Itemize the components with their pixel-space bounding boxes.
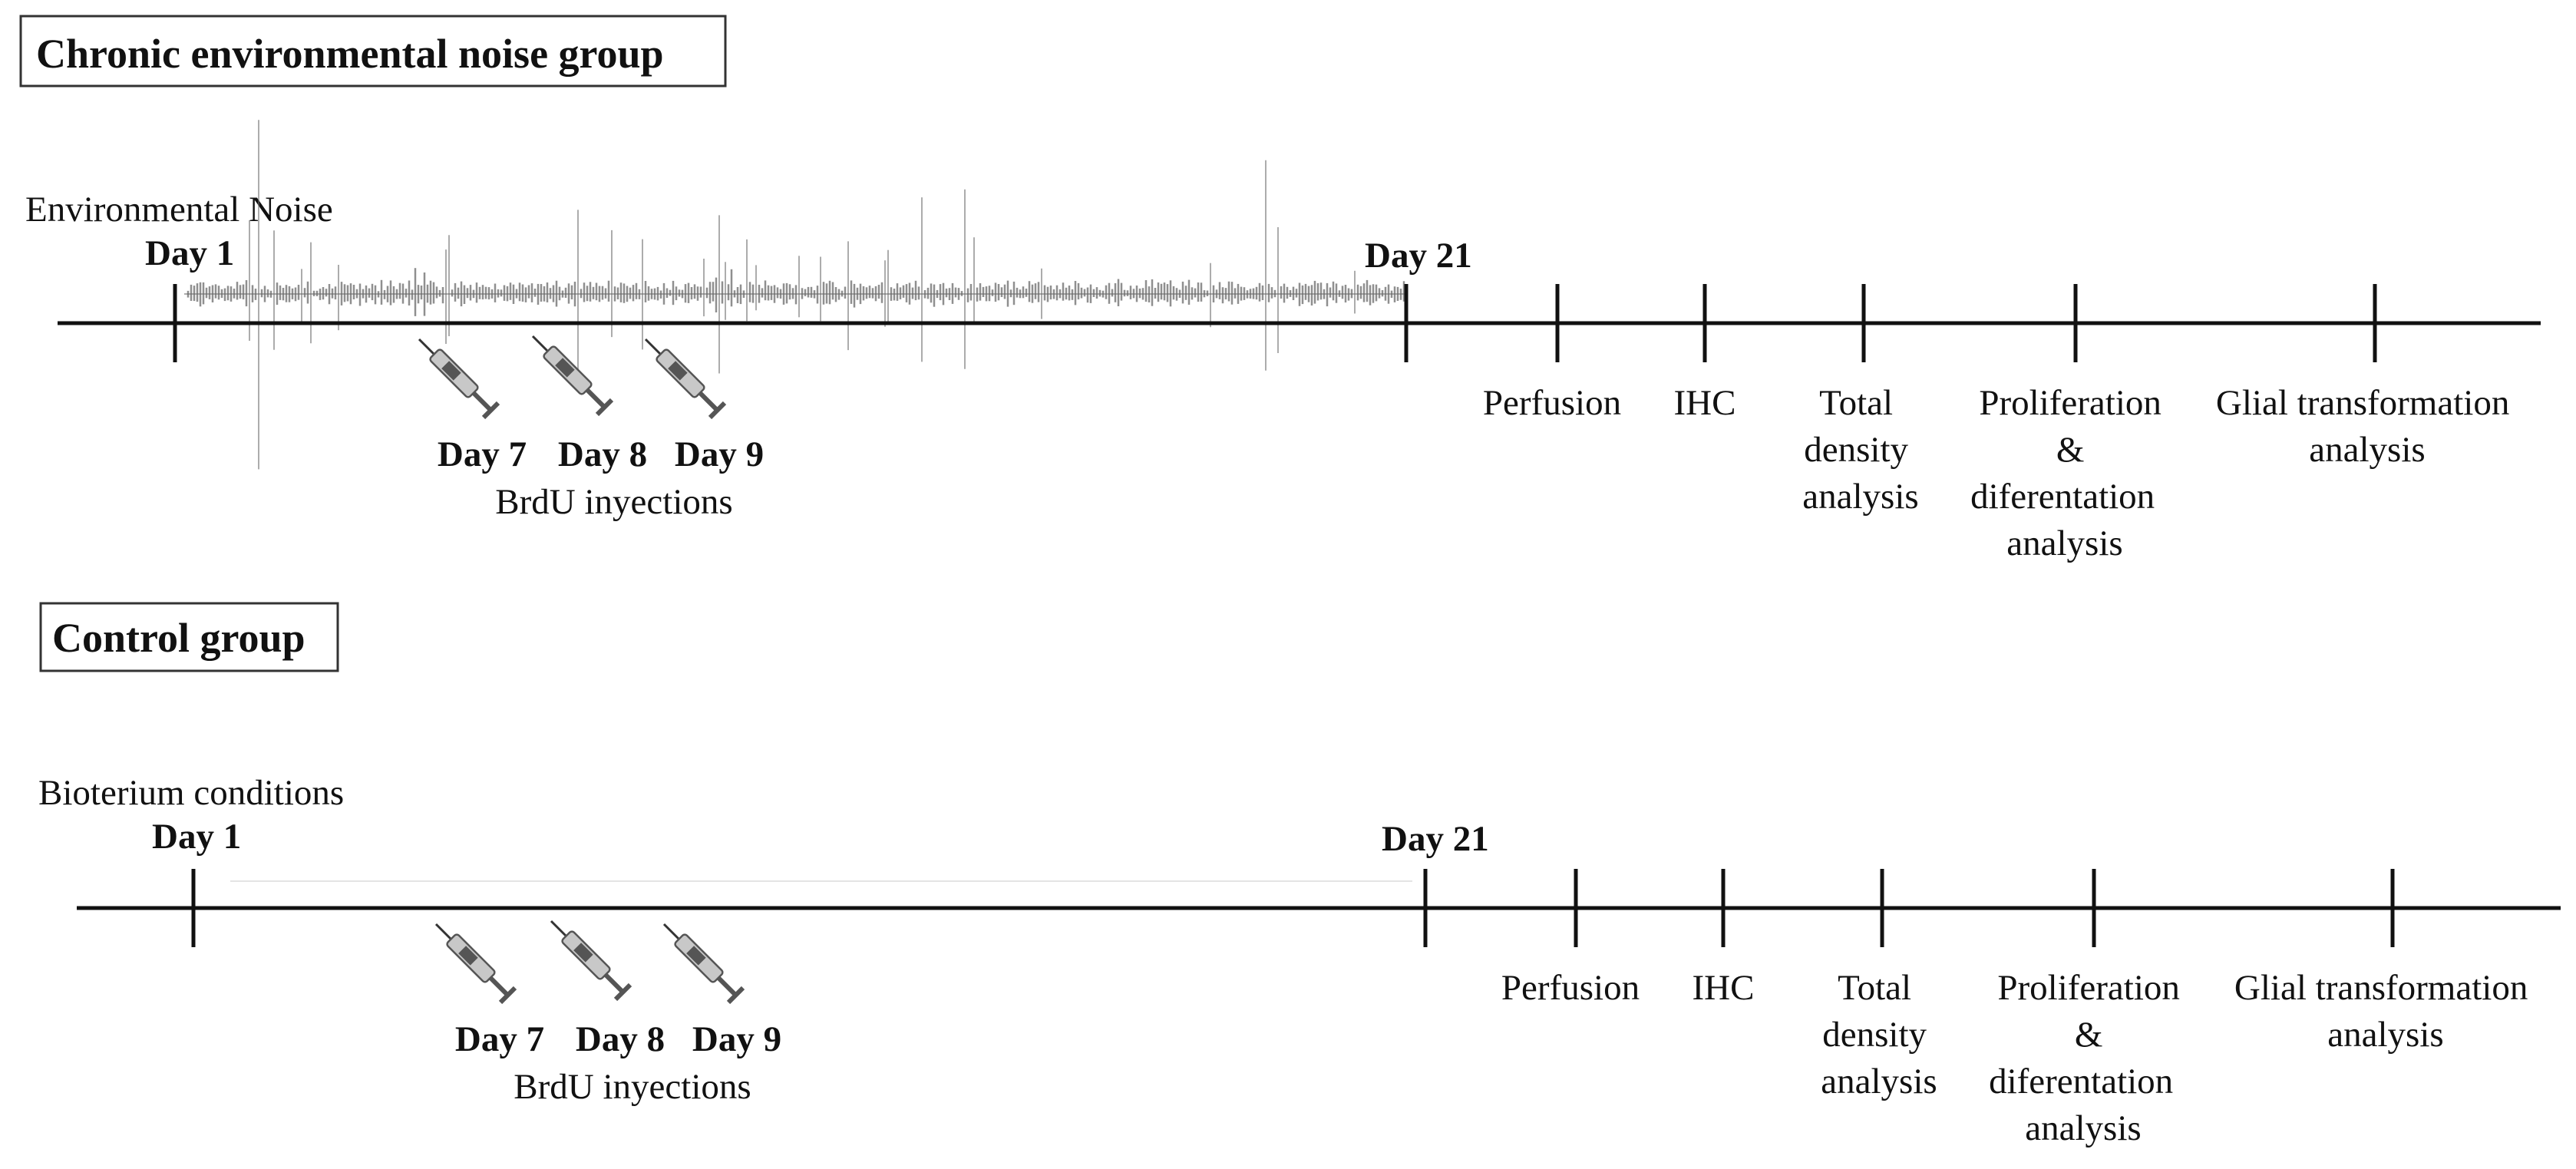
- control-step-perfusion: Perfusion: [1501, 968, 1640, 1008]
- noise-waveform-icon: [184, 120, 1406, 470]
- noise-condition-label: Environmental Noise: [25, 190, 333, 230]
- noise-step-perfusion: Perfusion: [1483, 383, 1621, 423]
- control-step-total-density: Total density analysis: [1821, 968, 1937, 1101]
- control-analysis-steps: Perfusion IHC Total density analysis Pro…: [1501, 968, 2537, 1148]
- control-injection-label: BrdU inyections: [514, 1067, 751, 1107]
- control-day-21-label: Day 21: [1382, 819, 1489, 859]
- noise-step-proliferation: Proliferation & diferentation analysis: [1970, 383, 2171, 563]
- control-step-proliferation: Proliferation & diferentation analysis: [1989, 968, 2189, 1148]
- syringe-icon: [551, 921, 630, 999]
- control-group-title: Control group: [52, 615, 305, 661]
- control-injections: Day 7 Day 8 Day 9 BrdU inyections: [436, 921, 781, 1107]
- noise-day-1-label: Day 1: [145, 233, 234, 273]
- syringe-icon: [436, 924, 515, 1002]
- control-group-title-box: [39, 602, 339, 672]
- control-injection-day-8: Day 8: [576, 1019, 665, 1059]
- noise-step-total-density: Total density analysis: [1802, 383, 1918, 517]
- noise-injection-label: BrdU inyections: [495, 482, 732, 522]
- noise-injections: Day 7 Day 8 Day 9 BrdU inyections: [419, 336, 764, 522]
- noise-group-panel: Chronic environmental noise group Enviro…: [19, 15, 2541, 563]
- syringe-icon: [646, 339, 725, 418]
- syringe-icon: [533, 336, 612, 414]
- noise-injection-day-9: Day 9: [675, 434, 764, 474]
- noise-step-ihc: IHC: [1674, 383, 1736, 423]
- noise-injection-day-7: Day 7: [438, 434, 527, 474]
- noise-injection-day-8: Day 8: [558, 434, 647, 474]
- control-step-glial: Glial transformation analysis: [2234, 968, 2537, 1055]
- syringe-icon: [664, 924, 743, 1002]
- noise-analysis-steps: Perfusion IHC Total density analysis Pro…: [1483, 383, 2518, 563]
- control-day-1-label: Day 1: [152, 817, 241, 857]
- noise-group-title-box: [19, 15, 727, 88]
- control-injection-day-7: Day 7: [455, 1019, 544, 1059]
- noise-day-21-label: Day 21: [1365, 236, 1472, 276]
- noise-group-title: Chronic environmental noise group: [36, 31, 664, 77]
- control-condition-label: Bioterium conditions: [38, 773, 344, 813]
- noise-step-glial: Glial transformation analysis: [2216, 383, 2518, 470]
- syringe-icon: [419, 339, 498, 418]
- control-step-ihc: IHC: [1693, 968, 1755, 1008]
- control-group-panel: Control group Bioterium conditions Day 1…: [38, 602, 2561, 1148]
- control-injection-day-9: Day 9: [692, 1019, 781, 1059]
